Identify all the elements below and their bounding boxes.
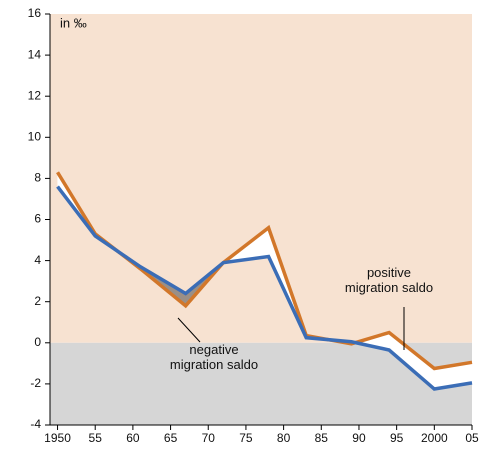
y-tick-label: 12 xyxy=(28,88,42,102)
y-tick-label: 14 xyxy=(28,47,42,61)
positive-zone xyxy=(50,14,472,343)
x-tick-label: 1950 xyxy=(44,431,71,445)
y-tick-label: 16 xyxy=(28,6,42,20)
x-tick-label: 80 xyxy=(277,431,291,445)
annotation: negative migration saldo xyxy=(170,342,258,372)
x-tick-label: 65 xyxy=(164,431,178,445)
x-tick-label: 05 xyxy=(465,431,479,445)
y-tick-label: 10 xyxy=(28,129,42,143)
y-tick-label: -2 xyxy=(30,376,41,390)
x-tick-label: 60 xyxy=(126,431,140,445)
annotation-line: migration saldo xyxy=(345,280,433,295)
x-tick-label: 55 xyxy=(89,431,103,445)
x-tick-label: 95 xyxy=(390,431,404,445)
annotation: positive migration saldo xyxy=(345,265,433,295)
series-line xyxy=(56,185,473,391)
y-tick-label: 4 xyxy=(34,253,41,267)
unit-label: in ‰ xyxy=(60,15,87,30)
y-tick-label: 2 xyxy=(34,294,41,308)
annotation-line: positive xyxy=(367,265,411,280)
x-tick-label: 90 xyxy=(352,431,366,445)
y-tick-label: 8 xyxy=(34,171,41,185)
y-tick-label: 6 xyxy=(34,212,41,226)
leader-line xyxy=(177,317,201,343)
x-tick-label: 70 xyxy=(202,431,216,445)
y-tick-label: -4 xyxy=(30,417,41,431)
x-tick-label: 75 xyxy=(239,431,253,445)
x-tick-label: 85 xyxy=(315,431,329,445)
y-tick-label: 0 xyxy=(34,335,41,349)
annotation-line: migration saldo xyxy=(170,357,258,372)
x-tick-label: 2000 xyxy=(421,431,448,445)
annotation-line: negative xyxy=(189,342,238,357)
